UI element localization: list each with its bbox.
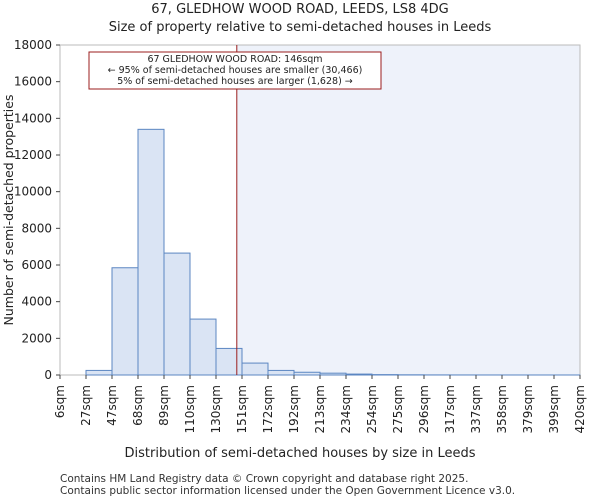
x-tick-label: 420sqm: [573, 385, 587, 433]
footer-licence: Contains public sector information licen…: [60, 485, 516, 497]
x-tick-label: 337sqm: [469, 385, 483, 433]
x-tick-label: 151sqm: [235, 385, 249, 433]
chart-title: 67, GLEDHOW WOOD ROAD, LEEDS, LS8 4DG: [151, 2, 449, 17]
x-tick-label: 213sqm: [313, 385, 327, 433]
histogram-bar: [189, 318, 217, 376]
x-tick-label: 6sqm: [53, 385, 67, 418]
y-tick-label: 12000: [14, 148, 52, 162]
y-tick-label: 6000: [21, 258, 52, 272]
x-tick-label: 172sqm: [261, 385, 275, 433]
x-tick-label: 234sqm: [339, 385, 353, 433]
y-tick-label: 2000: [21, 331, 52, 345]
x-tick-label: 379sqm: [521, 385, 535, 433]
x-tick-label: 254sqm: [365, 385, 379, 433]
histogram-bar: [163, 252, 191, 376]
x-tick-label: 89sqm: [157, 385, 171, 426]
histogram-bar: [111, 267, 139, 376]
histogram-bar: [241, 362, 269, 376]
y-tick-label: 4000: [21, 295, 52, 309]
histogram-chart: 0 2000 4000 6000 8000 10000 12000 14000 16000 180…: [1, 38, 587, 461]
histogram-bar: [137, 128, 165, 376]
histogram-bar: [319, 372, 347, 376]
annotation-line-3: 5% of semi-detached houses are larger (1…: [117, 76, 353, 87]
x-tick-label: 130sqm: [209, 385, 223, 433]
x-tick-label: 192sqm: [287, 385, 301, 433]
y-axis-title: Number of semi-detached properties: [1, 95, 16, 326]
larger-region-shade: [236, 45, 581, 375]
x-tick-label: 68sqm: [131, 385, 145, 426]
x-axis-title: Distribution of semi-detached houses by …: [125, 446, 476, 461]
y-tick-label: 14000: [14, 111, 52, 125]
annotation-box: [88, 51, 382, 90]
x-tick-label: 47sqm: [105, 385, 119, 426]
histogram-bar: [345, 373, 373, 376]
y-tick-label: 8000: [21, 221, 52, 235]
y-tick-label: 18000: [14, 38, 52, 52]
y-tick-label: 16000: [14, 75, 52, 89]
annotation-line-1: 67 GLEDHOW WOOD ROAD: 146sqm: [147, 54, 322, 65]
histogram-bar: [215, 347, 243, 376]
y-tick-label: 0: [44, 368, 52, 382]
x-tick-label: 110sqm: [183, 385, 197, 433]
x-tick-label: 358sqm: [495, 385, 509, 433]
footer-copyright: Contains HM Land Registry data © Crown c…: [60, 473, 469, 485]
histogram-bar: [85, 369, 113, 376]
histogram-bar: [293, 371, 321, 376]
x-tick-label: 27sqm: [79, 385, 93, 426]
x-tick-label: 275sqm: [391, 385, 405, 433]
annotation-line-2: ← 95% of semi-detached houses are smalle…: [108, 65, 363, 76]
x-tick-label: 296sqm: [417, 385, 431, 433]
x-tick-label: 399sqm: [547, 385, 561, 433]
chart-subtitle: Size of property relative to semi-detach…: [108, 20, 492, 35]
x-tick-label: 317sqm: [443, 385, 457, 433]
y-tick-label: 10000: [14, 185, 52, 199]
histogram-bar: [267, 369, 295, 376]
